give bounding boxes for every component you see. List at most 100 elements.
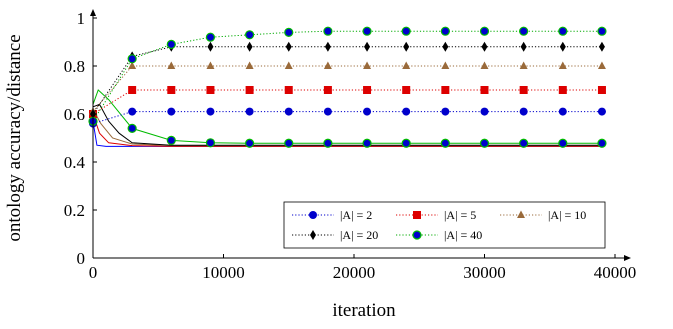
legend-box [283, 201, 606, 249]
accuracy-3-point-3 [167, 61, 176, 69]
x-tick-label: 30000 [463, 263, 506, 282]
x-axis-label: iteration [332, 300, 396, 321]
accuracy-5-point-14 [597, 26, 607, 36]
y-axis-label: ontology accuracy/distance [4, 34, 25, 241]
legend-label-3: |A| = 10 [548, 208, 586, 222]
distance-5-point-14 [519, 138, 529, 148]
plot-area [88, 26, 607, 148]
accuracy-line-3 [92, 65, 602, 112]
distance-5-point-6 [205, 138, 216, 148]
distance-5-point-13 [479, 138, 490, 148]
x-tick-label: 20000 [333, 263, 376, 282]
legend-marker-1 [309, 211, 317, 219]
accuracy-4-point-12 [520, 41, 527, 52]
legend-marker-4 [310, 230, 316, 240]
y-tick-label: 0.8 [64, 57, 85, 76]
accuracy-1-point-13 [558, 107, 567, 116]
accuracy-3-point-11 [480, 61, 489, 69]
accuracy-2-point-7 [323, 86, 332, 94]
accuracy-1-point-14 [597, 107, 606, 116]
accuracy-3-point-14 [597, 61, 606, 69]
y-tick-label: 0.4 [64, 153, 86, 172]
accuracy-5-point-2 [127, 54, 137, 64]
accuracy-1-point-5 [245, 107, 254, 116]
accuracy-1-point-4 [206, 107, 215, 116]
accuracy-2-point-2 [128, 86, 137, 94]
accuracy-3-point-2 [128, 61, 137, 69]
accuracy-3-point-5 [245, 61, 254, 69]
legend-marker-3 [517, 210, 525, 218]
distance-line-2 [92, 113, 602, 147]
accuracy-4-point-10 [442, 41, 449, 52]
accuracy-5-point-12 [519, 26, 529, 36]
accuracy-2-point-6 [284, 86, 293, 94]
legend: |A| = 2 |A| = 5 |A| = 10 |A| = 20 |A| = 40 [283, 201, 606, 249]
distance-line-5 [92, 89, 602, 144]
accuracy-2-point-3 [167, 86, 176, 94]
accuracy-2-point-9 [402, 86, 411, 94]
accuracy-2-point-8 [363, 86, 372, 94]
accuracy-4-point-14 [598, 41, 605, 52]
legend-marker-2 [413, 211, 421, 219]
accuracy-3-point-13 [558, 61, 567, 69]
distance-5-point-5 [166, 135, 176, 145]
legend-label-2: |A| = 5 [444, 208, 476, 222]
accuracy-3-point-8 [363, 61, 372, 69]
accuracy-1-point-6 [284, 107, 293, 116]
distance-5-point-11 [401, 138, 411, 148]
accuracy-2-point-4 [206, 86, 215, 94]
legend-marker-5 [412, 230, 422, 240]
accuracy-2-point-10 [441, 86, 450, 94]
accuracy-5-point-5 [245, 30, 255, 40]
accuracy-5-point-7 [323, 26, 333, 36]
x-tick-label: 10000 [202, 263, 245, 282]
accuracy-5-point-8 [362, 26, 372, 36]
accuracy-5-point-9 [401, 26, 411, 36]
x-axis-arrow [624, 255, 631, 261]
y-tick-label: 1 [77, 9, 86, 28]
accuracy-1-point-12 [519, 107, 528, 116]
accuracy-1-point-2 [128, 107, 137, 116]
accuracy-1-point-11 [480, 107, 489, 116]
accuracy-2-point-11 [480, 86, 489, 94]
accuracy-1-point-10 [441, 107, 450, 116]
accuracy-3-point-6 [284, 61, 293, 69]
accuracy-3-point-4 [206, 61, 215, 69]
distance-5-point-15 [558, 138, 568, 148]
distance-5-point-4 [127, 123, 137, 133]
accuracy-2-point-14 [597, 86, 606, 94]
accuracy-5-point-13 [558, 26, 568, 36]
distance-5-point-10 [362, 138, 372, 148]
y-tick-label: 0 [77, 249, 86, 268]
axes [90, 9, 631, 261]
distance-5-point-9 [323, 138, 333, 148]
x-tick-label: 0 [89, 263, 98, 282]
accuracy-1-point-3 [167, 107, 176, 116]
accuracy-line-1 [92, 111, 602, 125]
accuracy-5-point-11 [479, 26, 490, 36]
distance-5-point-8 [284, 138, 294, 148]
accuracy-5-point-6 [284, 27, 294, 38]
legend-label-5: |A| = 40 [444, 228, 482, 242]
accuracy-4-point-6 [285, 41, 292, 52]
x-tick-label: 40000 [594, 263, 637, 282]
y-tick-label: 0.6 [64, 105, 85, 124]
distance-5-point-12 [440, 138, 450, 148]
accuracy-1-point-9 [402, 107, 411, 116]
accuracy-5-point-10 [440, 26, 450, 36]
accuracy-3-point-12 [519, 61, 528, 69]
legend-label-4: |A| = 20 [340, 228, 378, 242]
distance-5-point-7 [245, 138, 255, 148]
accuracy-1-point-7 [323, 107, 332, 116]
y-axis-arrow [90, 9, 96, 16]
accuracy-3-point-10 [441, 61, 450, 69]
accuracy-line-4 [92, 46, 602, 115]
accuracy-3-point-7 [323, 61, 332, 69]
legend-label-1: |A| = 2 [340, 208, 372, 222]
y-tick-label: 0.2 [64, 201, 85, 220]
accuracy-1-point-8 [363, 107, 372, 116]
accuracy-4-point-5 [246, 41, 253, 52]
accuracy-4-point-11 [481, 41, 488, 52]
accuracy-4-point-8 [364, 41, 371, 52]
